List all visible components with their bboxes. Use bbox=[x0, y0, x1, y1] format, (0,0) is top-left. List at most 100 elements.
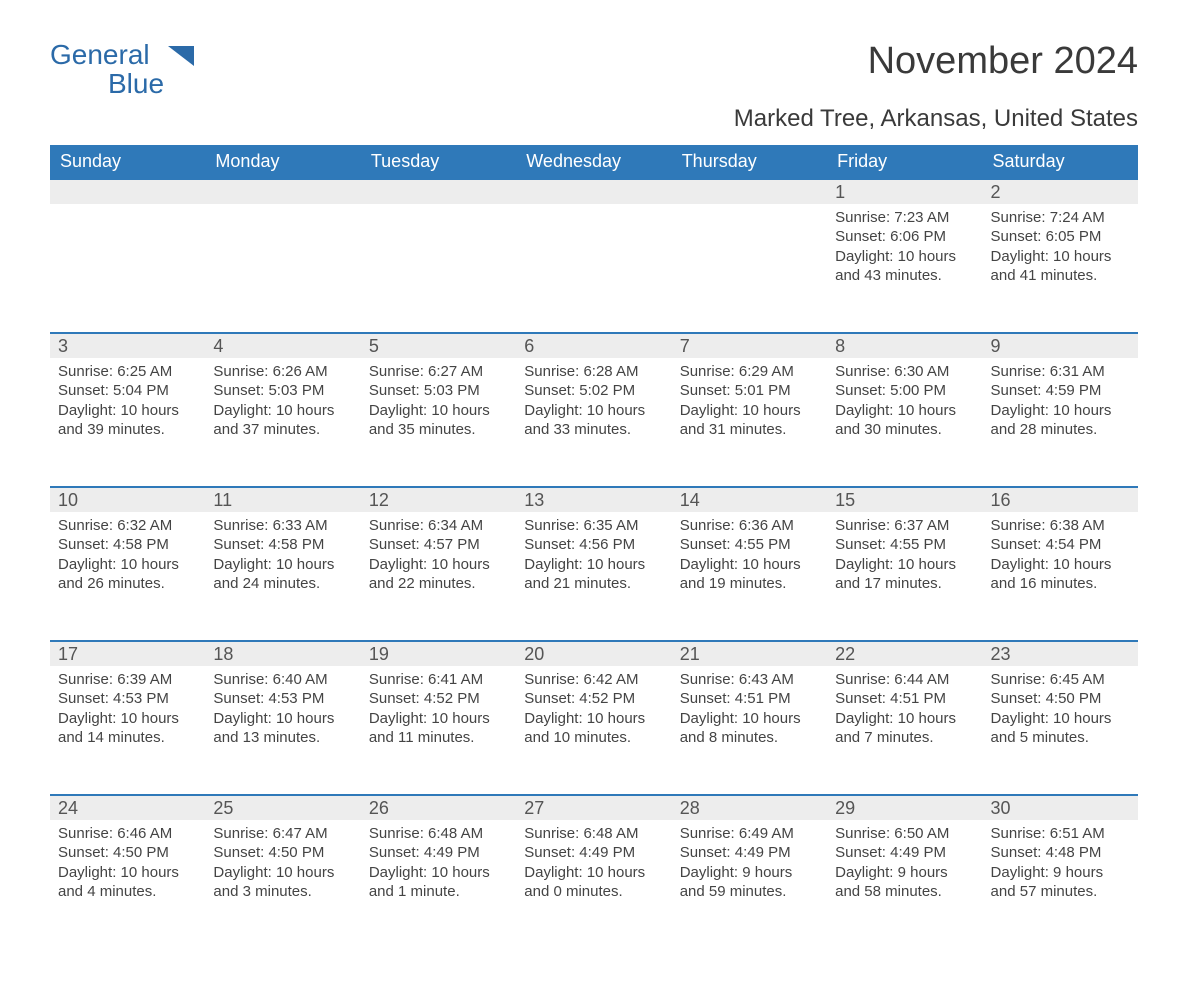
sunrise-line: Sunrise: 6:30 AM bbox=[835, 362, 974, 382]
calendar-table: SundayMondayTuesdayWednesdayThursdayFrid… bbox=[50, 145, 1138, 948]
sunrise-line: Sunrise: 6:51 AM bbox=[991, 824, 1130, 844]
daylight-line: Daylight: 10 hours and 30 minutes. bbox=[835, 401, 974, 440]
sunset-line: Sunset: 4:49 PM bbox=[835, 843, 974, 863]
day-number: 28 bbox=[672, 794, 827, 820]
sunset-line: Sunset: 5:00 PM bbox=[835, 381, 974, 401]
day-number: 10 bbox=[50, 486, 205, 512]
sunset-line: Sunset: 4:54 PM bbox=[991, 535, 1130, 555]
sunset-line: Sunset: 6:06 PM bbox=[835, 227, 974, 247]
day-number: 9 bbox=[983, 332, 1138, 358]
daylight-line: Daylight: 10 hours and 13 minutes. bbox=[213, 709, 352, 748]
day-cell: Sunrise: 6:42 AMSunset: 4:52 PMDaylight:… bbox=[516, 666, 671, 758]
sunrise-line: Sunrise: 6:32 AM bbox=[58, 516, 197, 536]
sunset-line: Sunset: 5:01 PM bbox=[680, 381, 819, 401]
sunrise-line: Sunrise: 6:28 AM bbox=[524, 362, 663, 382]
day-number: 13 bbox=[516, 486, 671, 512]
day-cell: Sunrise: 6:47 AMSunset: 4:50 PMDaylight:… bbox=[205, 820, 360, 912]
day-cell: Sunrise: 7:23 AMSunset: 6:06 PMDaylight:… bbox=[827, 204, 982, 296]
sunrise-line: Sunrise: 6:27 AM bbox=[369, 362, 508, 382]
week-content-row: Sunrise: 7:23 AMSunset: 6:06 PMDaylight:… bbox=[50, 204, 1138, 332]
week-daynum-row: 3456789 bbox=[50, 332, 1138, 358]
logo-line1: General bbox=[50, 40, 164, 69]
day-cell: Sunrise: 6:28 AMSunset: 5:02 PMDaylight:… bbox=[516, 358, 671, 450]
logo-text: General Blue bbox=[50, 40, 164, 99]
week-daynum-row: 17181920212223 bbox=[50, 640, 1138, 666]
sunrise-line: Sunrise: 6:37 AM bbox=[835, 516, 974, 536]
day-number: 2 bbox=[983, 178, 1138, 204]
sunset-line: Sunset: 4:49 PM bbox=[369, 843, 508, 863]
daylight-line: Daylight: 10 hours and 31 minutes. bbox=[680, 401, 819, 440]
week-daynum-row: 10111213141516 bbox=[50, 486, 1138, 512]
sunrise-line: Sunrise: 6:44 AM bbox=[835, 670, 974, 690]
day-header: Monday bbox=[205, 145, 360, 178]
day-header: Sunday bbox=[50, 145, 205, 178]
day-number: 23 bbox=[983, 640, 1138, 666]
day-number: 26 bbox=[361, 794, 516, 820]
day-cell: Sunrise: 6:48 AMSunset: 4:49 PMDaylight:… bbox=[516, 820, 671, 912]
sunset-line: Sunset: 4:59 PM bbox=[991, 381, 1130, 401]
day-number: 11 bbox=[205, 486, 360, 512]
daylight-line: Daylight: 10 hours and 8 minutes. bbox=[680, 709, 819, 748]
sunset-line: Sunset: 4:50 PM bbox=[991, 689, 1130, 709]
daylight-line: Daylight: 10 hours and 26 minutes. bbox=[58, 555, 197, 594]
day-cell: Sunrise: 6:36 AMSunset: 4:55 PMDaylight:… bbox=[672, 512, 827, 604]
sunset-line: Sunset: 4:48 PM bbox=[991, 843, 1130, 863]
day-number: 24 bbox=[50, 794, 205, 820]
daylight-line: Daylight: 10 hours and 37 minutes. bbox=[213, 401, 352, 440]
day-cell: Sunrise: 6:27 AMSunset: 5:03 PMDaylight:… bbox=[361, 358, 516, 450]
sunset-line: Sunset: 4:49 PM bbox=[524, 843, 663, 863]
day-number: 20 bbox=[516, 640, 671, 666]
sunset-line: Sunset: 4:55 PM bbox=[680, 535, 819, 555]
sunset-line: Sunset: 5:03 PM bbox=[213, 381, 352, 401]
day-number: 29 bbox=[827, 794, 982, 820]
day-header: Friday bbox=[827, 145, 982, 178]
sunrise-line: Sunrise: 6:47 AM bbox=[213, 824, 352, 844]
sunset-line: Sunset: 4:49 PM bbox=[680, 843, 819, 863]
sunrise-line: Sunrise: 7:24 AM bbox=[991, 208, 1130, 228]
daylight-line: Daylight: 10 hours and 41 minutes. bbox=[991, 247, 1130, 286]
day-cell: Sunrise: 6:46 AMSunset: 4:50 PMDaylight:… bbox=[50, 820, 205, 912]
daylight-line: Daylight: 10 hours and 43 minutes. bbox=[835, 247, 974, 286]
sunrise-line: Sunrise: 6:38 AM bbox=[991, 516, 1130, 536]
daylight-line: Daylight: 10 hours and 16 minutes. bbox=[991, 555, 1130, 594]
sunrise-line: Sunrise: 6:31 AM bbox=[991, 362, 1130, 382]
day-number: 16 bbox=[983, 486, 1138, 512]
days-of-week-row: SundayMondayTuesdayWednesdayThursdayFrid… bbox=[50, 145, 1138, 178]
day-number: 17 bbox=[50, 640, 205, 666]
day-cell: Sunrise: 6:48 AMSunset: 4:49 PMDaylight:… bbox=[361, 820, 516, 912]
daylight-line: Daylight: 10 hours and 14 minutes. bbox=[58, 709, 197, 748]
sunset-line: Sunset: 4:56 PM bbox=[524, 535, 663, 555]
sunset-line: Sunset: 4:57 PM bbox=[369, 535, 508, 555]
week-content-row: Sunrise: 6:39 AMSunset: 4:53 PMDaylight:… bbox=[50, 666, 1138, 794]
sunrise-line: Sunrise: 6:29 AM bbox=[680, 362, 819, 382]
sunset-line: Sunset: 4:58 PM bbox=[213, 535, 352, 555]
day-cell: Sunrise: 6:50 AMSunset: 4:49 PMDaylight:… bbox=[827, 820, 982, 912]
daylight-line: Daylight: 10 hours and 35 minutes. bbox=[369, 401, 508, 440]
sunset-line: Sunset: 4:50 PM bbox=[58, 843, 197, 863]
sunset-line: Sunset: 4:51 PM bbox=[835, 689, 974, 709]
sunset-line: Sunset: 4:53 PM bbox=[213, 689, 352, 709]
daylight-line: Daylight: 10 hours and 22 minutes. bbox=[369, 555, 508, 594]
daylight-line: Daylight: 10 hours and 21 minutes. bbox=[524, 555, 663, 594]
daylight-line: Daylight: 9 hours and 57 minutes. bbox=[991, 863, 1130, 902]
sunset-line: Sunset: 4:50 PM bbox=[213, 843, 352, 863]
day-number: 22 bbox=[827, 640, 982, 666]
daylight-line: Daylight: 9 hours and 59 minutes. bbox=[680, 863, 819, 902]
daylight-line: Daylight: 10 hours and 1 minute. bbox=[369, 863, 508, 902]
day-cell: Sunrise: 6:34 AMSunset: 4:57 PMDaylight:… bbox=[361, 512, 516, 604]
empty-day bbox=[672, 178, 827, 204]
sunset-line: Sunset: 5:02 PM bbox=[524, 381, 663, 401]
header: General Blue November 2024 bbox=[50, 40, 1138, 99]
location-subtitle: Marked Tree, Arkansas, United States bbox=[50, 105, 1138, 133]
day-cell: Sunrise: 7:24 AMSunset: 6:05 PMDaylight:… bbox=[983, 204, 1138, 296]
daylight-line: Daylight: 10 hours and 28 minutes. bbox=[991, 401, 1130, 440]
day-number: 18 bbox=[205, 640, 360, 666]
sunrise-line: Sunrise: 6:43 AM bbox=[680, 670, 819, 690]
sunrise-line: Sunrise: 6:45 AM bbox=[991, 670, 1130, 690]
day-number: 4 bbox=[205, 332, 360, 358]
day-number: 7 bbox=[672, 332, 827, 358]
page-title: November 2024 bbox=[868, 40, 1138, 83]
day-cell: Sunrise: 6:43 AMSunset: 4:51 PMDaylight:… bbox=[672, 666, 827, 758]
day-number: 3 bbox=[50, 332, 205, 358]
daylight-line: Daylight: 10 hours and 4 minutes. bbox=[58, 863, 197, 902]
